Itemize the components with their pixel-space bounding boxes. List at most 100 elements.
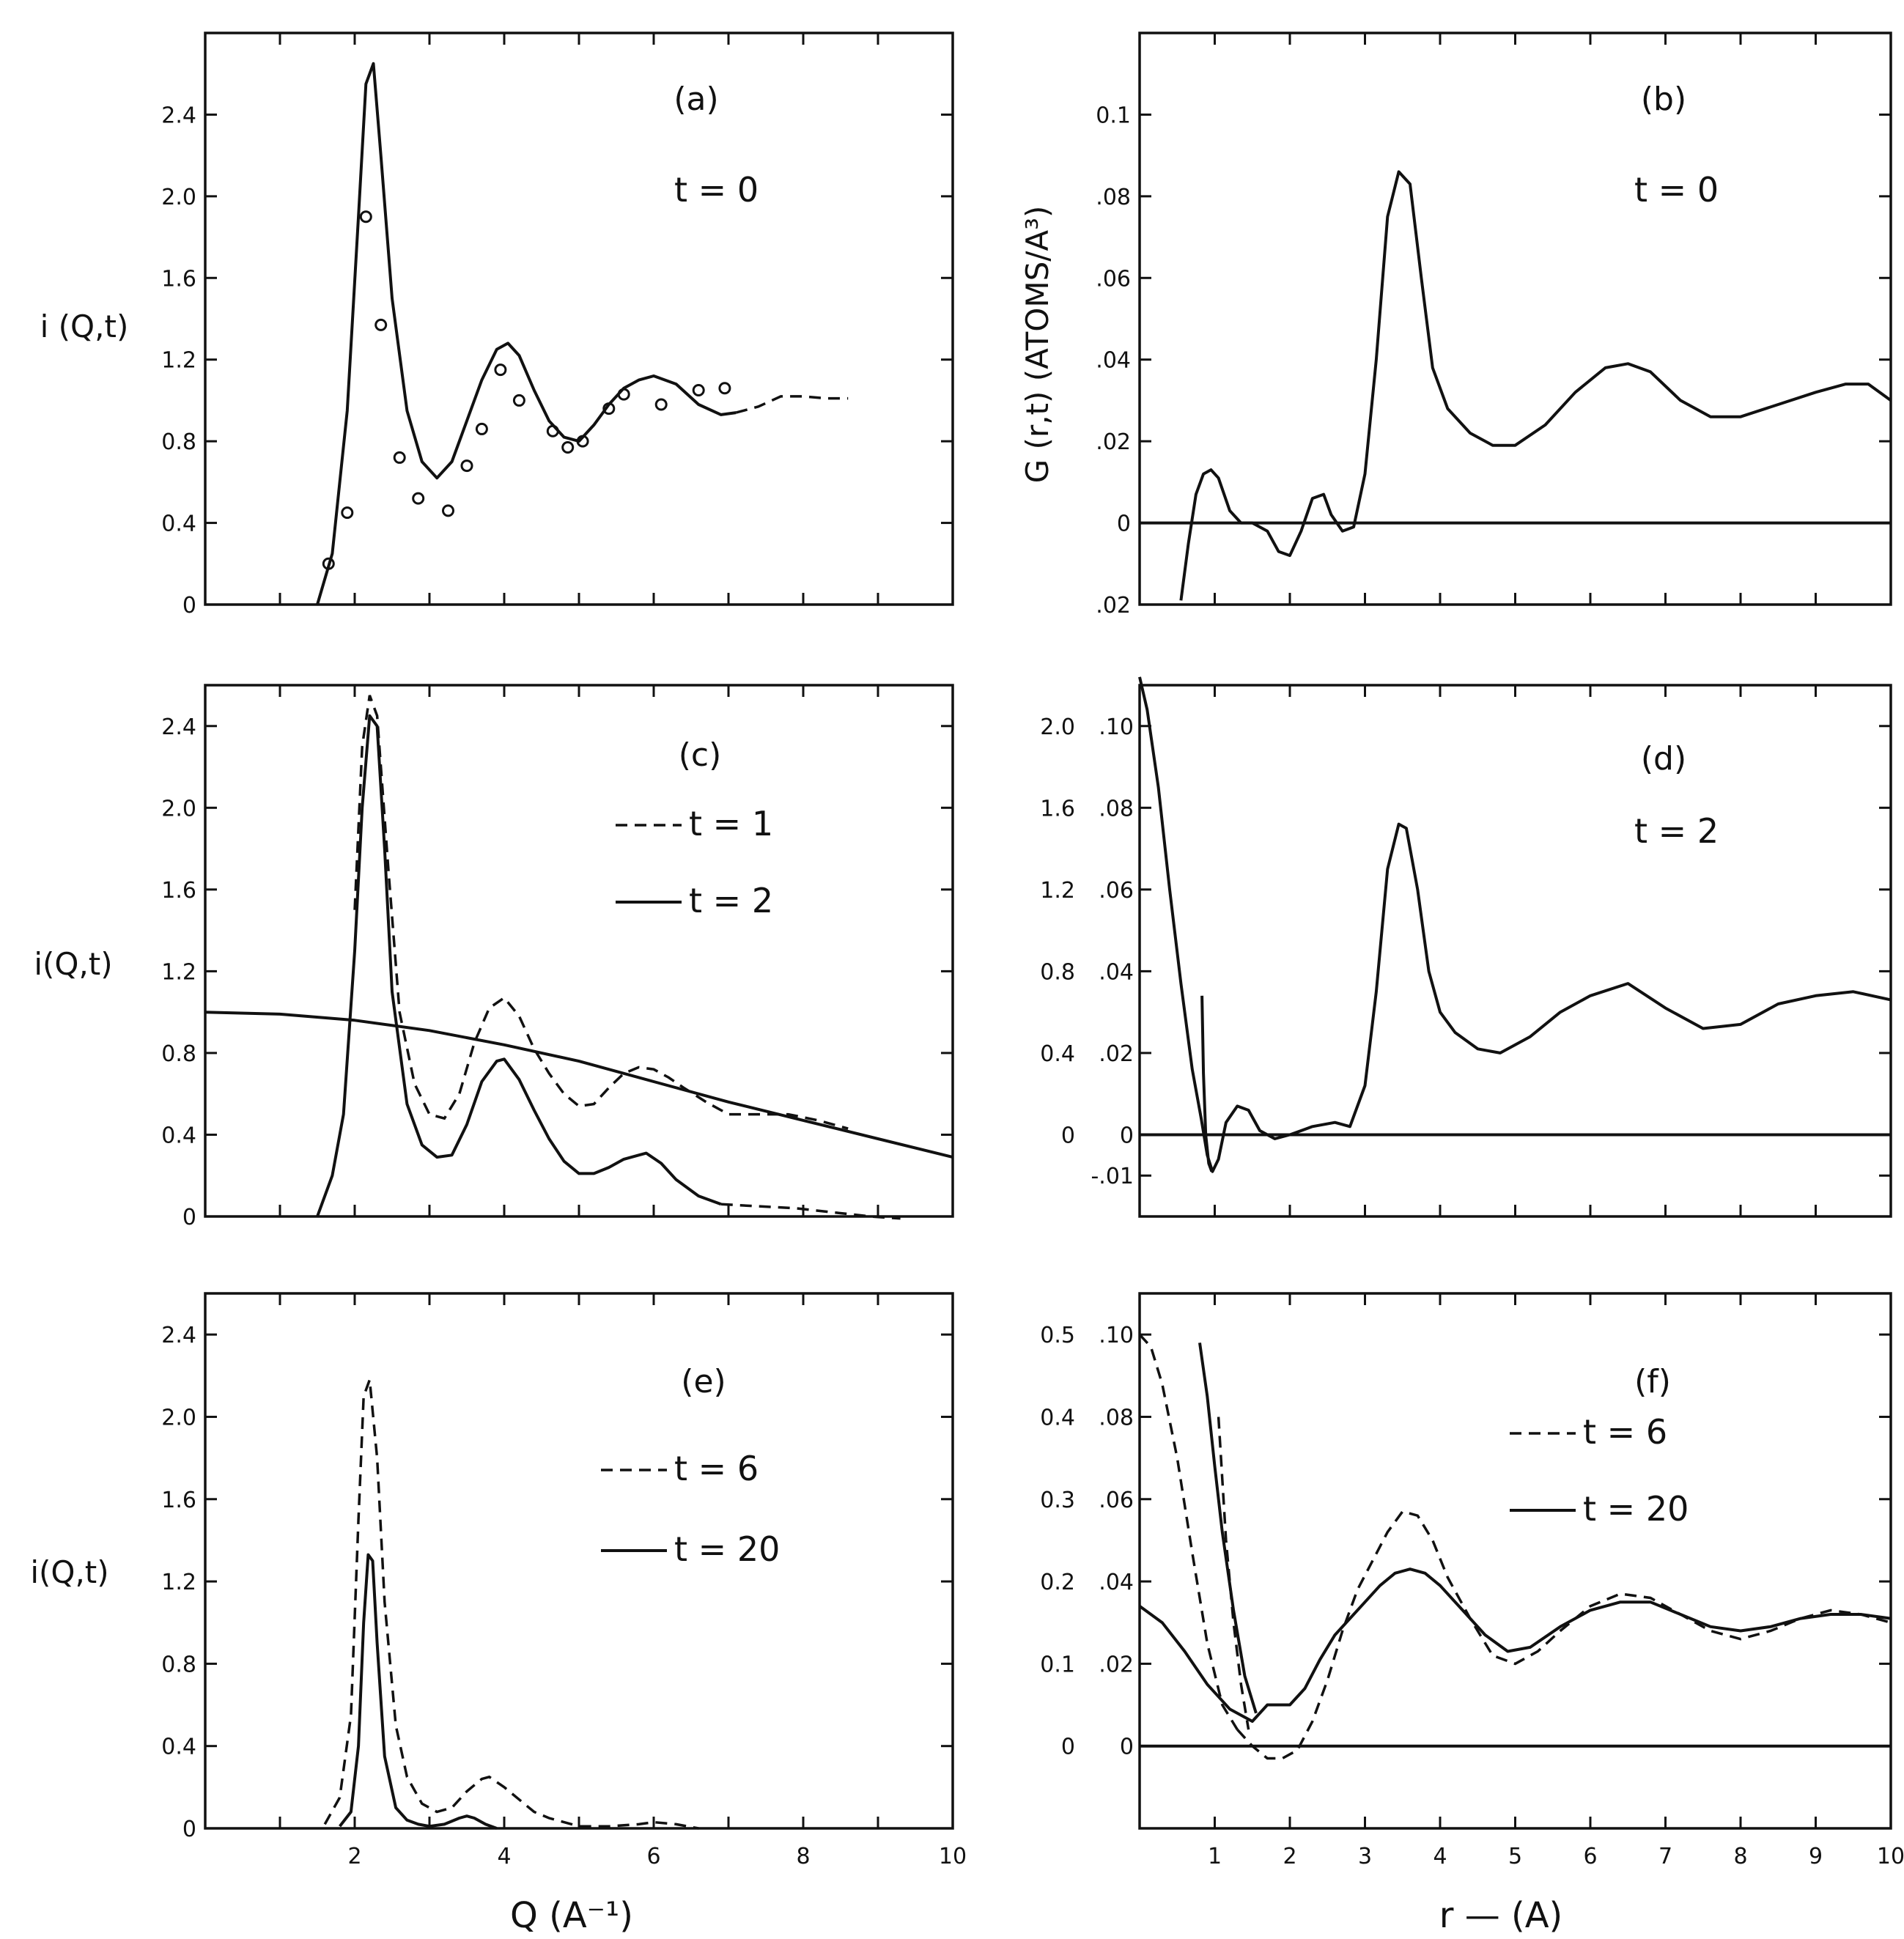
y-tick-label: 0.8 (161, 1041, 196, 1067)
panel-label: (a) (674, 81, 718, 118)
y-tick-label-alt: 0.3 (1040, 1488, 1075, 1513)
y-tick-label: .10 (1099, 1323, 1134, 1348)
y-tick-label-alt: 0.1 (1040, 1652, 1075, 1677)
time-annotation: t = 0 (1634, 170, 1719, 210)
y-tick-label: 0.8 (161, 429, 196, 455)
y-tick-label-alt: 0.5 (1040, 1323, 1075, 1348)
panel-label: (f) (1634, 1363, 1671, 1400)
y-tick-label-alt: 2.0 (1040, 714, 1075, 740)
data-point (576, 435, 589, 448)
series-line-calculated (316, 62, 737, 605)
series-line-t-20 (339, 1553, 498, 1830)
y-tick-label-alt: 0.4 (1040, 1041, 1075, 1067)
y-axis-label: i(Q,t) (34, 946, 112, 982)
y-tick-label: 0 (182, 1205, 196, 1230)
panel-d: -.01 0 .02 .04 .06 .08 .10 0 0.4 0.8 1.2 1.6 2.0 (d) t… (1040, 676, 1892, 1218)
x-axis-label-r: r — (A) (1439, 1895, 1563, 1936)
y-tick-label-alt: 0 (1061, 1123, 1075, 1148)
y-tick-label: 1.6 (161, 1488, 196, 1513)
x-tick-label: 6 (1583, 1844, 1597, 1869)
x-tick-label: 9 (1809, 1844, 1823, 1869)
y-tick-label: 2.4 (161, 1323, 196, 1348)
y-tick-label: 2.0 (161, 1405, 196, 1430)
y-tick-label-alt: 0.2 (1040, 1570, 1075, 1595)
y-tick-label-alt: 0 (1061, 1735, 1075, 1760)
y-tick-label: 0.4 (161, 511, 196, 537)
y-axis-label: i (Q,t) (40, 309, 129, 344)
y-tick-label: .08 (1099, 1405, 1134, 1430)
y-tick-label: 0 (182, 593, 196, 618)
series-line-calculated-extrapolated- (735, 395, 849, 414)
series-line-inner-branch (1200, 995, 1214, 1172)
y-tick-label: .02 (1096, 593, 1131, 618)
y-tick-label: .10 (1099, 714, 1134, 740)
y-tick-label: .06 (1099, 878, 1134, 904)
legend-label: t = 2 (689, 881, 773, 920)
y-tick-label: 0.4 (161, 1123, 196, 1148)
data-point (692, 384, 705, 396)
data-point (546, 424, 559, 437)
panel-label: (b) (1641, 81, 1686, 118)
plot-frame (1138, 32, 1892, 606)
plot-frame (204, 1292, 954, 1830)
panel-label: (e) (681, 1363, 726, 1400)
y-tick-label: .06 (1099, 1488, 1134, 1513)
y-tick-label: 1.6 (161, 878, 196, 904)
y-tick-label: 1.2 (161, 348, 196, 374)
y-tick-label: 1.6 (161, 266, 196, 292)
y-tick-label: .04 (1096, 348, 1131, 374)
y-tick-label: .08 (1099, 796, 1134, 821)
y-tick-label: 1.2 (161, 1570, 196, 1595)
y-tick-label: 0.1 (1096, 103, 1131, 128)
x-tick-label: 8 (796, 1844, 810, 1869)
plot-frame (204, 684, 954, 1218)
x-tick-label: 7 (1658, 1844, 1672, 1869)
data-point (412, 492, 425, 505)
y-axis-label: G (r,t) (ATOMS/A³) (1019, 206, 1055, 484)
data-point (561, 441, 575, 454)
data-point (494, 363, 507, 377)
y-tick-label: 0.8 (161, 1652, 196, 1677)
y-tick-label: .08 (1096, 185, 1131, 210)
series-line-t-2 (316, 714, 722, 1217)
x-tick-label: 10 (1877, 1844, 1904, 1869)
data-point (617, 388, 630, 401)
y-tick-label-alt: 0.4 (1040, 1405, 1075, 1430)
data-point (602, 402, 616, 416)
y-tick-label-alt: 1.2 (1040, 878, 1075, 904)
x-tick-label: 1 (1208, 1844, 1222, 1869)
plot-frame (204, 32, 954, 606)
y-tick-label: 0 (182, 1817, 196, 1842)
panel-f: 1 2 3 4 5 6 7 8 9 10 0 .02 .04 .06 .08 .10 0 0.1 0.2 0.3 0.4… (1040, 1292, 1904, 1869)
y-tick-label: .02 (1099, 1652, 1134, 1677)
panel-e: 2 4 6 8 10 0 0.4 0.8 1.2 1.6 2.0 2.4 (e) t = 6 t = 20 i… (30, 1292, 967, 1869)
data-point (512, 394, 525, 407)
data-point (359, 210, 372, 224)
series-line-t-6 (323, 1379, 699, 1830)
series-line-t-20 (1138, 1567, 1892, 1723)
legend-label: t = 6 (1583, 1412, 1667, 1452)
panel-label: (d) (1641, 740, 1686, 778)
time-annotation: t = 2 (1634, 811, 1719, 851)
y-tick-label: .02 (1096, 429, 1131, 455)
y-tick-label-alt: 1.6 (1040, 796, 1075, 821)
series-line-t-6-inner- (1138, 1334, 1239, 1731)
data-point (341, 506, 354, 520)
series-line-envelope (204, 1011, 953, 1159)
y-tick-label: 2.0 (161, 796, 196, 821)
plot-frame (1138, 684, 1892, 1218)
x-tick-label: 6 (646, 1844, 660, 1869)
y-tick-label: 0.4 (161, 1735, 196, 1760)
y-tick-label: 2.4 (161, 103, 196, 128)
data-point (460, 459, 473, 473)
data-point (374, 318, 388, 331)
plot-frame (1138, 1292, 1892, 1830)
legend-label: t = 20 (674, 1529, 780, 1569)
data-point (393, 451, 406, 464)
series-line-g-r-t- (1179, 170, 1892, 601)
y-tick-label: .06 (1096, 266, 1131, 292)
y-tick-label: 2.4 (161, 714, 196, 740)
y-tick-label: 1.2 (161, 959, 196, 985)
x-tick-label: 4 (1433, 1844, 1447, 1869)
